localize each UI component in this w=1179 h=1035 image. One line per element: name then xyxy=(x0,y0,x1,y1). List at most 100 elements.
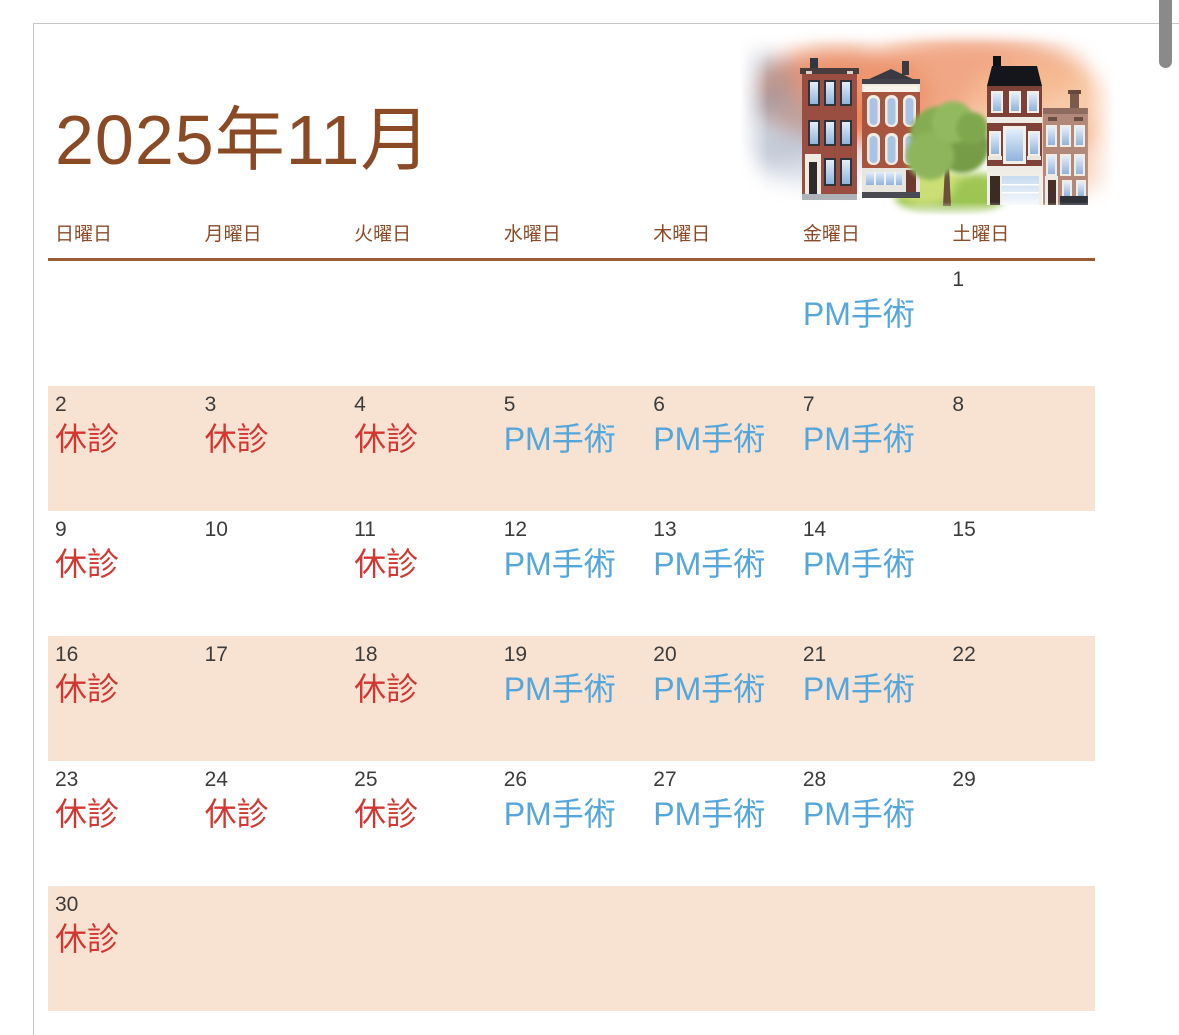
weekday-header-row: 日曜日 月曜日 火曜日 水曜日 木曜日 金曜日 土曜日 xyxy=(48,222,1095,258)
day-note: PM手術 xyxy=(802,546,915,582)
day-cell: 20 PM手術 xyxy=(646,636,796,761)
day-note: 休診 xyxy=(204,796,269,832)
day-cell xyxy=(646,261,796,386)
day-cell xyxy=(796,886,946,1011)
day-note: 休診 xyxy=(354,796,419,832)
day-cell: PM手術 xyxy=(796,261,946,386)
day-cell xyxy=(198,886,348,1011)
date-number: 14 xyxy=(802,518,827,541)
day-note: 休診 xyxy=(354,421,419,457)
week-row: 2 休診 3 休診 4 休診 5 PM手術 6 PM手術 7 PM手術 8 xyxy=(48,386,1095,511)
date-number: 18 xyxy=(354,643,378,666)
day-note: PM手術 xyxy=(503,546,616,582)
day-cell: 22 xyxy=(945,636,1095,761)
day-cell: 8 xyxy=(945,386,1095,511)
date-number: 3 xyxy=(204,393,217,416)
date-number: 10 xyxy=(204,518,228,541)
date-number: 27 xyxy=(653,768,677,791)
day-note: PM手術 xyxy=(802,421,915,457)
date-number xyxy=(504,893,645,919)
date-number: 17 xyxy=(204,643,228,666)
day-cell: 4 休診 xyxy=(347,386,497,511)
day-note: 休診 xyxy=(55,671,120,707)
weekday-header-monday: 月曜日 xyxy=(204,224,262,245)
day-cell xyxy=(945,886,1095,1011)
day-cell xyxy=(347,886,497,1011)
date-number xyxy=(205,893,346,919)
weekday-header-thursday: 木曜日 xyxy=(653,224,711,245)
day-note: 休診 xyxy=(354,671,419,707)
date-number: 12 xyxy=(503,518,528,541)
date-number: 11 xyxy=(354,518,376,541)
date-number xyxy=(354,893,495,919)
day-note: PM手術 xyxy=(503,421,616,457)
weekday-header-saturday: 土曜日 xyxy=(952,224,1010,245)
day-note: PM手術 xyxy=(503,796,616,832)
day-cell: 6 PM手術 xyxy=(646,386,796,511)
day-note: PM手術 xyxy=(653,796,766,832)
day-note: PM手術 xyxy=(653,546,766,582)
date-number: 6 xyxy=(653,393,665,416)
day-cell: 28 PM手術 xyxy=(796,761,946,886)
houses-illustration xyxy=(710,28,1135,220)
day-cell: 17 xyxy=(198,636,348,761)
weekday-header-wednesday: 水曜日 xyxy=(503,224,561,245)
day-cell: 18 休診 xyxy=(347,636,497,761)
day-cell: 7 PM手術 xyxy=(796,386,946,511)
day-cell: 21 PM手術 xyxy=(796,636,946,761)
date-number: 9 xyxy=(55,518,67,541)
day-note: 休診 xyxy=(204,421,269,457)
day-cell xyxy=(497,886,647,1011)
date-number xyxy=(55,268,196,294)
date-number: 16 xyxy=(55,643,79,666)
day-note: 休診 xyxy=(55,921,120,957)
calendar-weeks: PM手術 1 2 休診 3 休診 4 休診 5 PM手術 6 PM手術 7 PM手術 8 9 休診 10 11 休診 1… xyxy=(48,261,1095,1011)
date-number: 30 xyxy=(55,893,79,916)
day-cell: 25 休診 xyxy=(347,761,497,886)
weekday-header-sunday: 日曜日 xyxy=(55,224,113,245)
day-cell: 5 PM手術 xyxy=(497,386,647,511)
day-cell xyxy=(646,886,796,1011)
day-cell: 16 休診 xyxy=(48,636,198,761)
day-note: PM手術 xyxy=(503,671,616,707)
day-cell xyxy=(48,261,198,386)
day-note: 休診 xyxy=(55,546,120,582)
day-cell: 11 休診 xyxy=(347,511,497,636)
day-cell: 9 休診 xyxy=(48,511,198,636)
date-number: 5 xyxy=(503,393,516,416)
day-note: PM手術 xyxy=(653,671,766,707)
weekday-header-friday: 金曜日 xyxy=(802,224,860,245)
day-cell: 29 xyxy=(945,761,1095,886)
day-cell: 14 PM手術 xyxy=(796,511,946,636)
day-note: 休診 xyxy=(354,546,419,582)
day-note: PM手術 xyxy=(802,671,915,707)
week-row: 30 休診 xyxy=(48,886,1095,1011)
date-number: 29 xyxy=(952,768,976,791)
weekday-header-tuesday: 火曜日 xyxy=(354,224,412,245)
vertical-scrollbar-thumb[interactable] xyxy=(1159,0,1172,68)
date-number: 28 xyxy=(802,768,827,791)
date-number xyxy=(205,268,346,294)
page-border-top xyxy=(33,23,1179,24)
date-number: 4 xyxy=(354,393,366,416)
day-cell: 13 PM手術 xyxy=(646,511,796,636)
week-row: 9 休診 10 11 休診 12 PM手術 13 PM手術 14 PM手術 15 xyxy=(48,511,1095,636)
date-number: 25 xyxy=(354,768,378,791)
date-number: 23 xyxy=(55,768,79,791)
day-cell xyxy=(347,261,497,386)
date-number xyxy=(653,268,794,294)
date-number: 20 xyxy=(653,643,677,666)
day-cell: 26 PM手術 xyxy=(497,761,647,886)
page-border-left xyxy=(33,23,34,1035)
week-row: PM手術 1 xyxy=(48,261,1095,386)
date-number: 24 xyxy=(204,768,228,791)
day-cell: 30 休診 xyxy=(48,886,198,1011)
day-cell xyxy=(198,261,348,386)
date-number: 21 xyxy=(802,643,827,666)
date-number xyxy=(803,268,944,294)
date-number xyxy=(504,268,645,294)
day-note: PM手術 xyxy=(802,796,915,832)
date-number: 1 xyxy=(952,268,965,291)
day-cell: 27 PM手術 xyxy=(646,761,796,886)
date-number: 7 xyxy=(802,393,815,416)
